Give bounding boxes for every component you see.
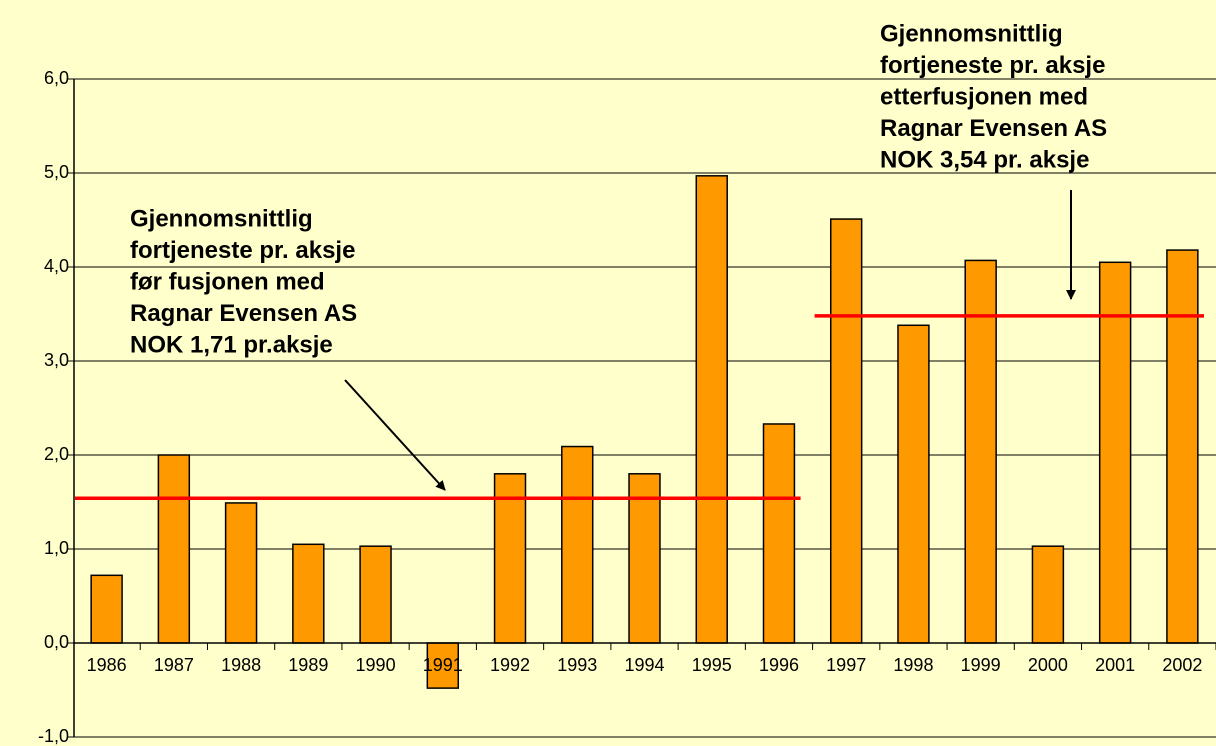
x-tick-label: 1994 [624, 655, 664, 675]
annotation: NOK 3,54 pr. aksje [880, 146, 1089, 173]
x-tick-label: 1998 [893, 655, 933, 675]
bar [964, 259, 997, 644]
y-tick-label: 0,0 [44, 632, 69, 652]
bar [561, 445, 594, 644]
annotation: NOK 1,71 pr.aksje [130, 331, 333, 358]
bar [426, 642, 460, 689]
x-tick-label: 1990 [356, 655, 396, 675]
x-tick-label: 1995 [692, 655, 732, 675]
y-tick-label: 6,0 [44, 68, 69, 88]
x-tick-label: 1986 [87, 655, 127, 675]
annotation: fortjeneste pr. aksje [130, 237, 355, 264]
bar [1166, 249, 1199, 644]
x-tick-label: 1991 [423, 655, 463, 675]
annotation: Ragnar Evensen AS [130, 300, 357, 327]
bar [695, 175, 728, 644]
bar [224, 502, 258, 644]
bar [292, 543, 325, 644]
x-tick-label: 2000 [1028, 655, 1068, 675]
y-tick-label: -1,0 [38, 726, 69, 746]
x-tick-label: 1999 [961, 655, 1001, 675]
x-tick-label: 1987 [154, 655, 194, 675]
x-tick-label: 1992 [490, 655, 530, 675]
x-tick-label: 1997 [826, 655, 866, 675]
y-tick-label: 4,0 [44, 256, 69, 276]
y-tick-label: 5,0 [44, 162, 69, 182]
bar [90, 574, 123, 644]
bar [762, 423, 796, 644]
bar [1098, 261, 1132, 644]
annotation: Gjennomsnittlig [130, 205, 313, 232]
x-tick-label: 1996 [759, 655, 799, 675]
x-tick-label: 1988 [221, 655, 261, 675]
bar [493, 473, 527, 644]
y-tick-label: 1,0 [44, 538, 69, 558]
annotation: Ragnar Evensen AS [880, 115, 1107, 142]
annotation: Gjennomsnittlig [880, 20, 1063, 47]
bar [157, 454, 191, 644]
bar [897, 324, 930, 644]
annotation: før fusjonen med [130, 268, 325, 295]
x-tick-label: 1989 [288, 655, 328, 675]
x-tick-label: 2002 [1162, 655, 1202, 675]
annotation: fortjeneste pr. aksje [880, 52, 1105, 79]
arrow [344, 379, 446, 491]
x-tick-label: 1993 [557, 655, 597, 675]
bar [359, 545, 392, 644]
y-tick-label: 3,0 [44, 350, 69, 370]
y-tick-label: 2,0 [44, 444, 69, 464]
x-tick-label: 2001 [1095, 655, 1135, 675]
bar [829, 218, 863, 644]
bar [1031, 545, 1065, 644]
annotation: etterfusjonen med [880, 83, 1088, 110]
